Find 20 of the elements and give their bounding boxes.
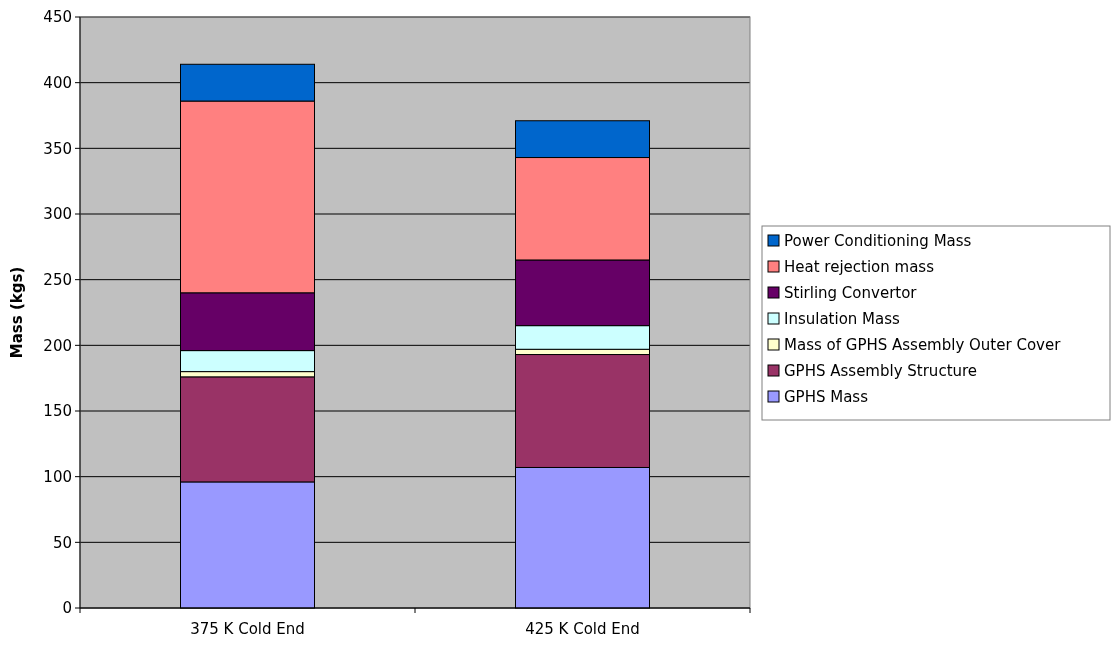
legend-label: Power Conditioning Mass [784, 232, 972, 251]
y-tick-label: 100 [43, 467, 72, 486]
y-tick-label: 350 [43, 139, 72, 158]
y-tick-label: 50 [52, 533, 72, 552]
x-tick-label: 375 K Cold End [190, 620, 305, 638]
y-tick-label: 300 [43, 205, 72, 224]
y-tick-label: 200 [43, 336, 72, 355]
legend-label: GPHS Assembly Structure [784, 362, 978, 381]
legend-label: Heat rejection mass [784, 258, 935, 277]
y-tick-label: 450 [43, 8, 72, 27]
legend-label: GPHS Mass [784, 388, 869, 407]
y-axis-title: Mass (kgs) [8, 266, 26, 359]
x-tick-label: 425 K Cold End [525, 620, 640, 638]
y-tick-label: 150 [43, 402, 72, 421]
y-tick-label: 0 [62, 599, 72, 618]
legend-label: Mass of GPHS Assembly Outer Cover [784, 336, 1062, 355]
legend-label: Stirling Convertor [784, 284, 918, 303]
y-tick-label: 400 [43, 73, 72, 92]
y-tick-label: 250 [43, 270, 72, 289]
legend-label: Insulation Mass [784, 310, 901, 329]
